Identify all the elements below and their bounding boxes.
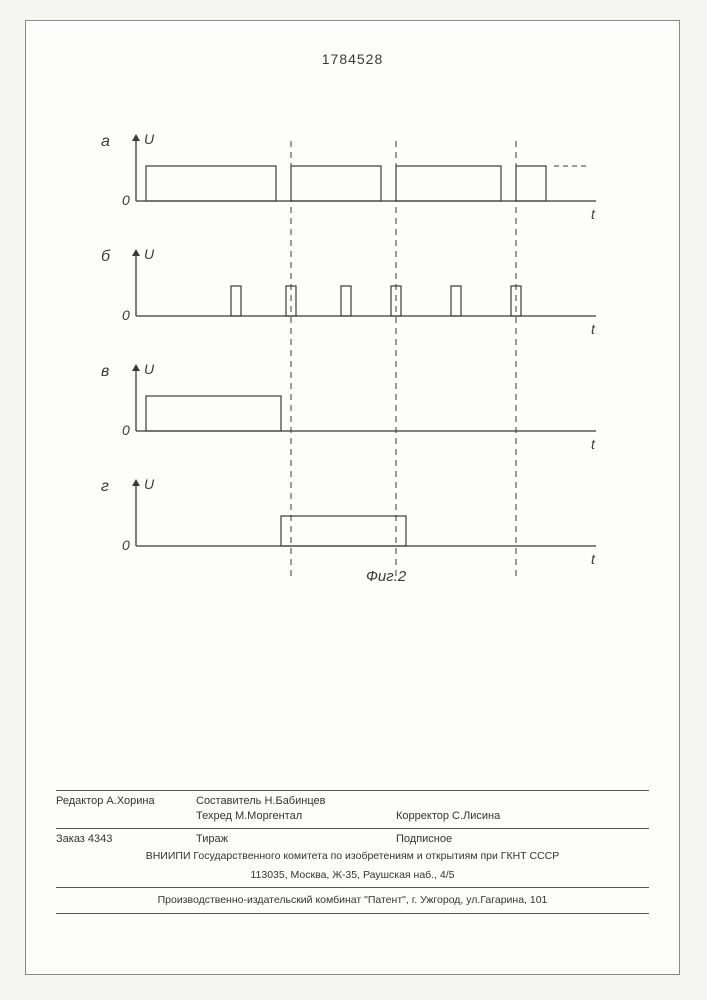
compiler-name: Н.Бабинцев bbox=[264, 795, 325, 807]
techred-name: М.Моргентал bbox=[235, 810, 302, 822]
compiler-techred-cell: Составитель Н.Бабинцев Техред М.Моргента… bbox=[196, 794, 396, 825]
svg-text:0: 0 bbox=[122, 192, 130, 208]
corrector-label: Корректор bbox=[396, 810, 449, 822]
page: 1784528 а U 0 t б U 0 t в U 0 t г U 0 t Фиг.2 Редактор А… bbox=[25, 20, 680, 975]
svg-text:t: t bbox=[591, 436, 596, 452]
compiler-label: Составитель bbox=[196, 795, 261, 807]
svg-text:а: а bbox=[101, 133, 110, 150]
svg-text:в: в bbox=[101, 363, 109, 380]
press-line: Производственно-издательский комбинат "П… bbox=[158, 891, 548, 910]
svg-text:U: U bbox=[144, 361, 155, 377]
editor-name: А.Хорина bbox=[106, 795, 154, 807]
org-line-2: 113035, Москва, Ж-35, Раушская наб., 4/5 bbox=[56, 866, 649, 885]
footer-press-row: Производственно-издательский комбинат "П… bbox=[56, 887, 649, 914]
subscription-cell: Подписное bbox=[396, 832, 649, 847]
footer-block: Редактор А.Хорина Составитель Н.Бабинцев… bbox=[56, 790, 649, 914]
svg-text:0: 0 bbox=[122, 422, 130, 438]
svg-text:t: t bbox=[591, 321, 596, 337]
order-label: Заказ bbox=[56, 833, 85, 845]
editor-cell: Редактор А.Хорина bbox=[56, 794, 196, 825]
order-number: 4343 bbox=[88, 833, 112, 845]
svg-text:U: U bbox=[144, 246, 155, 262]
subscription-label: Подписное bbox=[396, 833, 452, 845]
svg-text:t: t bbox=[591, 551, 596, 567]
svg-text:б: б bbox=[101, 248, 111, 265]
svg-text:0: 0 bbox=[122, 537, 130, 553]
svg-text:U: U bbox=[144, 476, 155, 492]
footer-credits-row: Редактор А.Хорина Составитель Н.Бабинцев… bbox=[56, 790, 649, 828]
editor-label: Редактор bbox=[56, 795, 103, 807]
corrector-name: С.Лисина bbox=[452, 810, 500, 822]
document-number: 1784528 bbox=[322, 51, 384, 67]
svg-text:Фиг.2: Фиг.2 bbox=[366, 568, 407, 585]
tirage-cell: Тираж bbox=[196, 832, 396, 847]
techred-label: Техред bbox=[196, 810, 232, 822]
svg-text:0: 0 bbox=[122, 307, 130, 323]
tirage-label: Тираж bbox=[196, 833, 228, 845]
svg-text:г: г bbox=[101, 478, 109, 495]
org-line-1: ВНИИПИ Государственного комитета по изоб… bbox=[56, 847, 649, 866]
footer-order-row: Заказ 4343 Тираж Подписное ВНИИПИ Госуда… bbox=[56, 828, 649, 888]
corrector-cell: Корректор С.Лисина bbox=[396, 794, 649, 825]
svg-text:U: U bbox=[144, 131, 155, 147]
order-cell: Заказ 4343 bbox=[56, 832, 196, 847]
svg-text:t: t bbox=[591, 206, 596, 222]
timing-diagram: а U 0 t б U 0 t в U 0 t г U 0 t Фиг.2 bbox=[96, 126, 596, 596]
